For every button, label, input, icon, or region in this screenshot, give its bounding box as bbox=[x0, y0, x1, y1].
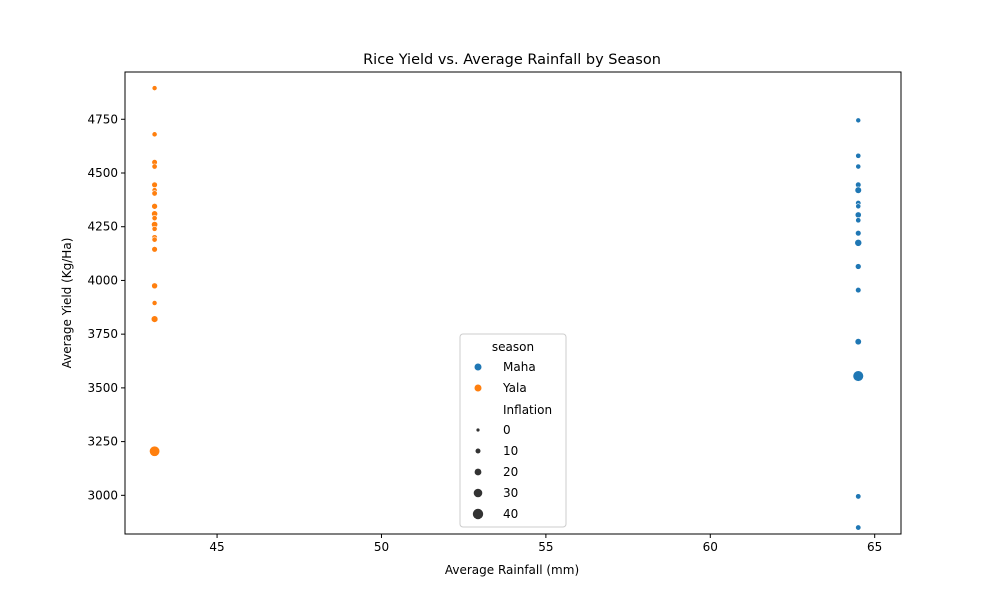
legend-marker-yala bbox=[474, 384, 482, 392]
data-point-maha bbox=[854, 338, 862, 346]
data-point-maha bbox=[855, 524, 862, 531]
data-point-yala bbox=[151, 190, 158, 197]
data-point-maha bbox=[855, 493, 862, 500]
legend-size-marker bbox=[476, 428, 480, 432]
data-point-yala bbox=[150, 315, 159, 323]
data-point-maha bbox=[854, 186, 862, 194]
x-tick-label: 65 bbox=[867, 540, 882, 554]
legend-size-label: 30 bbox=[503, 486, 518, 500]
data-point-maha bbox=[855, 263, 862, 270]
data-point-yala bbox=[149, 445, 161, 457]
y-tick-label: 4750 bbox=[87, 112, 118, 126]
data-point-maha bbox=[855, 229, 862, 237]
data-point-yala bbox=[151, 215, 158, 222]
y-tick-label: 4000 bbox=[87, 273, 118, 287]
data-point-maha bbox=[855, 217, 862, 224]
y-tick-label: 3250 bbox=[87, 435, 118, 449]
x-tick-label: 55 bbox=[538, 540, 553, 554]
data-point-yala bbox=[151, 181, 158, 188]
data-point-yala bbox=[151, 246, 158, 253]
axes-layer bbox=[124, 71, 902, 535]
legend-size-marker bbox=[474, 468, 482, 476]
data-point-yala bbox=[151, 236, 158, 243]
data-point-maha bbox=[855, 152, 862, 159]
y-axis-label: Average Yield (Kg/Ha) bbox=[60, 238, 74, 369]
legend-frame bbox=[459, 333, 567, 528]
data-point-maha bbox=[854, 239, 863, 247]
data-point-yala bbox=[151, 282, 158, 290]
y-tick-label: 3000 bbox=[87, 488, 118, 502]
legend-size-label: 0 bbox=[503, 423, 511, 437]
data-point-yala bbox=[151, 85, 158, 91]
legend-hue-title: season bbox=[492, 340, 534, 354]
y-tick-label: 3500 bbox=[87, 381, 118, 395]
y-axis-ticks: 3000 3250 3500 3750 4000 4250 4500 4750 bbox=[87, 112, 125, 502]
legend-size-label: 40 bbox=[503, 507, 518, 521]
y-tick-label: 3750 bbox=[87, 327, 118, 341]
data-point-yala bbox=[151, 300, 158, 306]
plot-frame bbox=[124, 71, 902, 535]
legend-marker-maha bbox=[474, 363, 482, 371]
legend: season Maha Yala Inflation 0 10 20 30 40 bbox=[459, 333, 567, 528]
x-axis-ticks: 45 50 55 60 65 bbox=[209, 534, 882, 554]
legend-size-label: 20 bbox=[503, 465, 518, 479]
data-point-maha bbox=[855, 286, 862, 294]
y-tick-label: 4250 bbox=[87, 220, 118, 234]
x-axis-label: Average Rainfall (mm) bbox=[445, 563, 579, 577]
legend-size-entries: 0 10 20 30 40 bbox=[472, 423, 518, 521]
legend-size-marker bbox=[475, 448, 481, 454]
data-point-maha bbox=[855, 117, 862, 124]
data-point-maha bbox=[855, 163, 862, 170]
x-tick-label: 60 bbox=[703, 540, 718, 554]
legend-size-marker bbox=[472, 508, 484, 520]
y-tick-label: 4500 bbox=[87, 166, 118, 180]
points-layer bbox=[149, 85, 864, 531]
chart-title: Rice Yield vs. Average Rainfall by Seaso… bbox=[363, 52, 661, 68]
x-tick-label: 45 bbox=[209, 540, 224, 554]
x-tick-label: 50 bbox=[374, 540, 389, 554]
legend-label-maha: Maha bbox=[503, 360, 536, 374]
legend-size-title: Inflation bbox=[503, 403, 552, 417]
data-point-maha bbox=[854, 211, 862, 219]
legend-size-marker bbox=[473, 488, 483, 498]
legend-size-label: 10 bbox=[503, 444, 518, 458]
data-point-yala bbox=[151, 203, 158, 210]
data-point-yala bbox=[151, 163, 158, 170]
data-point-yala bbox=[151, 225, 158, 232]
data-point-yala bbox=[151, 131, 158, 138]
data-point-maha bbox=[855, 203, 862, 210]
data-point-maha bbox=[852, 370, 864, 382]
legend-label-yala: Yala bbox=[502, 381, 527, 395]
